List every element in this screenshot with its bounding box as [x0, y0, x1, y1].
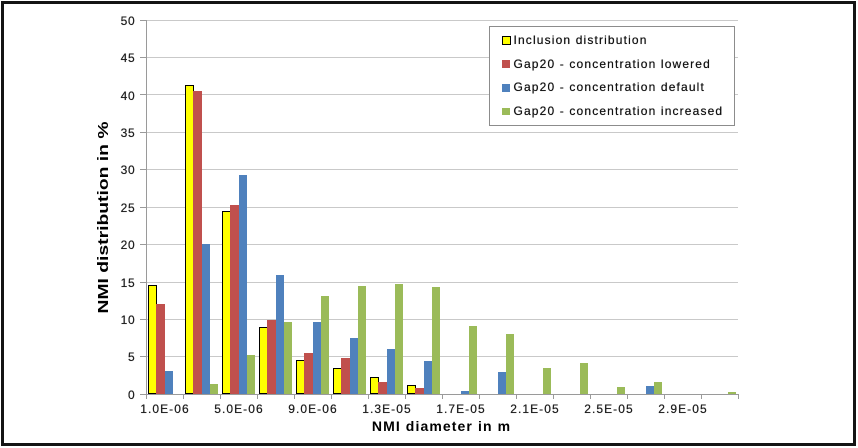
svg-text:NMI distribution in %: NMI distribution in % — [96, 121, 112, 313]
